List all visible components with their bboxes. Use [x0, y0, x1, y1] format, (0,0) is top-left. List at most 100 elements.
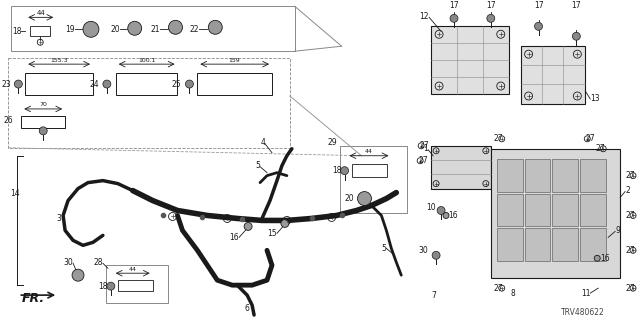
Circle shape [186, 80, 193, 88]
Text: 1: 1 [424, 144, 428, 153]
Text: 27: 27 [419, 156, 428, 165]
Text: 2: 2 [625, 186, 630, 195]
Bar [8, 58, 290, 148]
Text: 44: 44 [129, 267, 137, 272]
Circle shape [595, 255, 600, 261]
Text: 6: 6 [244, 304, 249, 313]
Bar [580, 159, 606, 192]
Bar [552, 194, 579, 227]
Text: 16: 16 [600, 254, 610, 263]
Bar [340, 146, 407, 213]
Text: 30: 30 [63, 258, 73, 267]
Text: 19: 19 [65, 25, 75, 34]
Text: 27: 27 [595, 144, 605, 153]
Bar [525, 228, 550, 261]
Bar [552, 228, 579, 261]
Text: 30: 30 [419, 246, 428, 255]
Bar [525, 194, 550, 227]
Circle shape [443, 212, 449, 219]
Text: 18: 18 [99, 282, 108, 291]
Text: 44: 44 [365, 149, 373, 154]
Bar [21, 116, 65, 128]
Text: 16: 16 [230, 233, 239, 242]
Circle shape [128, 21, 141, 35]
Bar [431, 146, 491, 188]
Circle shape [107, 282, 115, 290]
Text: 23: 23 [2, 80, 12, 89]
Text: TRV480622: TRV480622 [561, 308, 605, 316]
Text: 14: 14 [10, 189, 20, 198]
Circle shape [281, 220, 289, 228]
Text: 13: 13 [590, 94, 600, 103]
Circle shape [340, 167, 349, 175]
Text: 4: 4 [260, 138, 265, 147]
Text: 22: 22 [190, 25, 200, 34]
Text: 7: 7 [431, 291, 436, 300]
Text: 44: 44 [36, 10, 45, 16]
Circle shape [83, 21, 99, 37]
Text: 20: 20 [345, 194, 355, 203]
Text: 27: 27 [494, 284, 504, 293]
Text: 15: 15 [268, 229, 277, 238]
Text: 17: 17 [572, 1, 581, 10]
Bar [497, 159, 523, 192]
Text: 9: 9 [615, 226, 620, 235]
Text: 27: 27 [586, 134, 595, 143]
Text: 18: 18 [332, 166, 342, 175]
Text: 155.3: 155.3 [51, 58, 68, 63]
Bar [497, 228, 523, 261]
Bar [491, 149, 620, 278]
Text: 27: 27 [625, 171, 635, 180]
Text: 24: 24 [90, 80, 99, 89]
Text: 25: 25 [172, 80, 182, 89]
Text: 5: 5 [255, 161, 260, 170]
Text: 28: 28 [93, 258, 103, 267]
Bar [116, 73, 177, 95]
Text: 27: 27 [494, 134, 504, 143]
Bar [521, 46, 586, 104]
Text: 29: 29 [327, 138, 337, 147]
Text: 16: 16 [448, 211, 458, 220]
Text: 17: 17 [449, 1, 459, 10]
Bar [580, 228, 606, 261]
Bar [12, 6, 295, 51]
Bar [197, 73, 272, 95]
Circle shape [437, 206, 445, 214]
Bar [118, 280, 152, 291]
Text: 27: 27 [419, 141, 429, 150]
Text: 5: 5 [381, 244, 387, 253]
Circle shape [14, 80, 22, 88]
Bar [106, 265, 168, 303]
Text: 17: 17 [486, 1, 495, 10]
Text: 26: 26 [4, 116, 13, 125]
Text: 10: 10 [426, 203, 436, 212]
Text: 12: 12 [420, 12, 429, 21]
Text: 27: 27 [625, 246, 635, 255]
Text: FR.: FR. [21, 292, 44, 305]
Bar [497, 194, 523, 227]
Circle shape [432, 251, 440, 259]
Circle shape [39, 127, 47, 135]
Bar [351, 164, 387, 177]
Circle shape [209, 20, 222, 34]
Bar [552, 159, 579, 192]
Circle shape [244, 222, 252, 230]
Text: 159: 159 [229, 58, 241, 63]
Circle shape [103, 80, 111, 88]
Bar [26, 73, 93, 95]
Text: 21: 21 [150, 25, 159, 34]
Text: 100.1: 100.1 [138, 58, 156, 63]
Text: 17: 17 [534, 1, 543, 10]
Circle shape [358, 192, 371, 205]
Text: 20: 20 [110, 25, 120, 34]
Bar [580, 194, 606, 227]
Text: 11: 11 [580, 289, 590, 298]
Circle shape [534, 22, 543, 30]
Text: 70: 70 [39, 102, 47, 108]
Text: 27: 27 [625, 211, 635, 220]
Text: 3: 3 [56, 214, 61, 223]
Circle shape [572, 32, 580, 40]
Bar [525, 159, 550, 192]
Text: 8: 8 [511, 289, 516, 298]
Text: 18: 18 [12, 27, 21, 36]
